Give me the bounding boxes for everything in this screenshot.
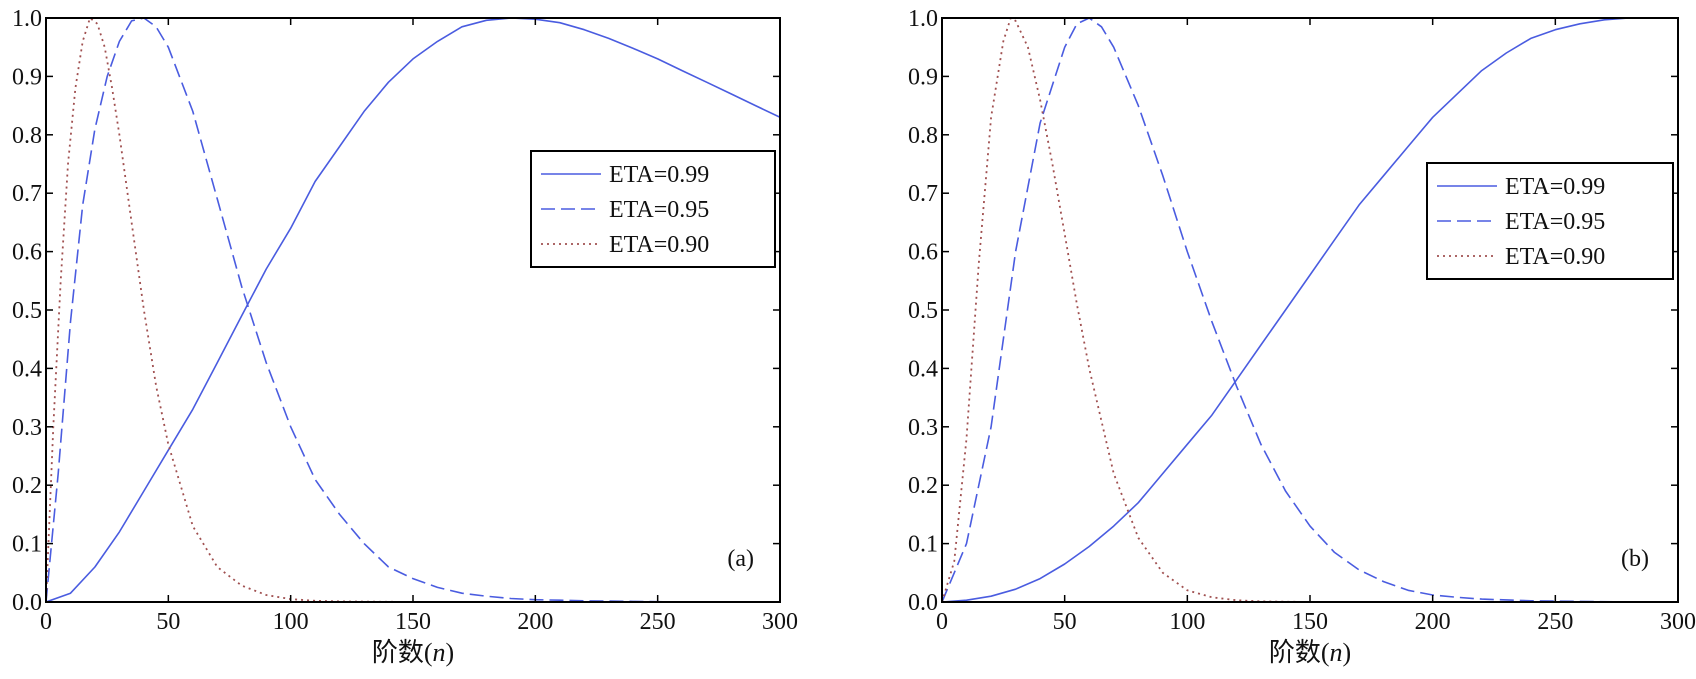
y-tick-label: 0.3 xyxy=(908,415,938,441)
chart-panel-a: 0 50 100 150 200 250 300 0.0 0.1 0.2 0.3 0.4 0.5 0.6 0… xyxy=(12,6,798,667)
y-tick-label: 0.6 xyxy=(12,240,42,266)
y-tick-label: 0.6 xyxy=(908,240,938,266)
x-axis-label: 阶数(n) xyxy=(1269,638,1351,667)
plot-frame xyxy=(941,17,1679,603)
legend-entry-label: ETA=0.90 xyxy=(1505,244,1605,270)
chart-panel-b: 0 50 100 150 200 250 300 0.0 0.1 0.2 0.3 0.4 0.5 0.6 0… xyxy=(908,6,1696,667)
x-tick-label: 300 xyxy=(1660,609,1696,635)
y-tick-label: 0.9 xyxy=(12,64,42,90)
y-tick-label: 0.2 xyxy=(12,473,42,499)
x-tick-label: 150 xyxy=(1292,609,1328,635)
series-line-eta-0-90 xyxy=(46,18,780,602)
x-tick-label: 200 xyxy=(1415,609,1451,635)
y-tick-label: 0.5 xyxy=(908,298,938,324)
legend-entry-label: ETA=0.95 xyxy=(1505,209,1605,235)
y-tick-label: 0.3 xyxy=(12,415,42,441)
y-tick-label: 0.8 xyxy=(12,123,42,149)
y-tick-label: 0.4 xyxy=(908,356,938,382)
legend-entry-label: ETA=0.95 xyxy=(609,197,709,223)
plot-frame xyxy=(45,17,781,603)
x-tick-label: 300 xyxy=(762,609,798,635)
x-tick-label: 150 xyxy=(395,609,431,635)
y-tick-label: 1.0 xyxy=(908,6,938,32)
y-tick-label: 0.7 xyxy=(12,181,42,207)
y-tick-label: 0.9 xyxy=(908,64,938,90)
y-tick-label: 1.0 xyxy=(12,6,42,32)
panel-label: (b) xyxy=(1621,546,1649,572)
x-axis-label: 阶数(n) xyxy=(372,638,454,667)
x-tick-label: 0 xyxy=(40,609,52,635)
legend: ETA=0.99 ETA=0.95 ETA=0.90 xyxy=(1426,162,1674,280)
x-tick-label: 50 xyxy=(156,609,180,635)
x-tick-label: 200 xyxy=(517,609,553,635)
x-tick-label: 250 xyxy=(640,609,676,635)
panel-label: (a) xyxy=(727,546,754,572)
y-tick-label: 0.2 xyxy=(908,473,938,499)
legend-entry-label: ETA=0.99 xyxy=(1505,174,1605,200)
series-line-eta-0-95 xyxy=(46,18,780,602)
series-line-eta-0-99 xyxy=(942,18,1678,602)
x-tick-label: 50 xyxy=(1053,609,1077,635)
y-tick-label: 0.4 xyxy=(12,356,42,382)
series-group xyxy=(46,18,780,602)
y-tick-label: 0.0 xyxy=(12,590,42,616)
y-tick-label: 0.0 xyxy=(908,590,938,616)
y-tick-label: 0.1 xyxy=(908,532,938,558)
x-tick-label: 0 xyxy=(936,609,948,635)
legend-entry-label: ETA=0.99 xyxy=(609,162,709,188)
y-tick-label: 0.5 xyxy=(12,298,42,324)
series-line-eta-0-90 xyxy=(942,18,1678,602)
legend: ETA=0.99 ETA=0.95 ETA=0.90 xyxy=(530,150,776,268)
x-tick-label: 250 xyxy=(1537,609,1573,635)
x-tick-label: 100 xyxy=(273,609,309,635)
legend-entry-label: ETA=0.90 xyxy=(609,232,709,258)
y-tick-label: 0.1 xyxy=(12,532,42,558)
x-tick-label: 100 xyxy=(1169,609,1205,635)
series-line-eta-0-99 xyxy=(46,18,780,602)
y-tick-label: 0.8 xyxy=(908,123,938,149)
series-group xyxy=(942,18,1678,602)
y-tick-label: 0.7 xyxy=(908,181,938,207)
series-line-eta-0-95 xyxy=(942,18,1678,602)
